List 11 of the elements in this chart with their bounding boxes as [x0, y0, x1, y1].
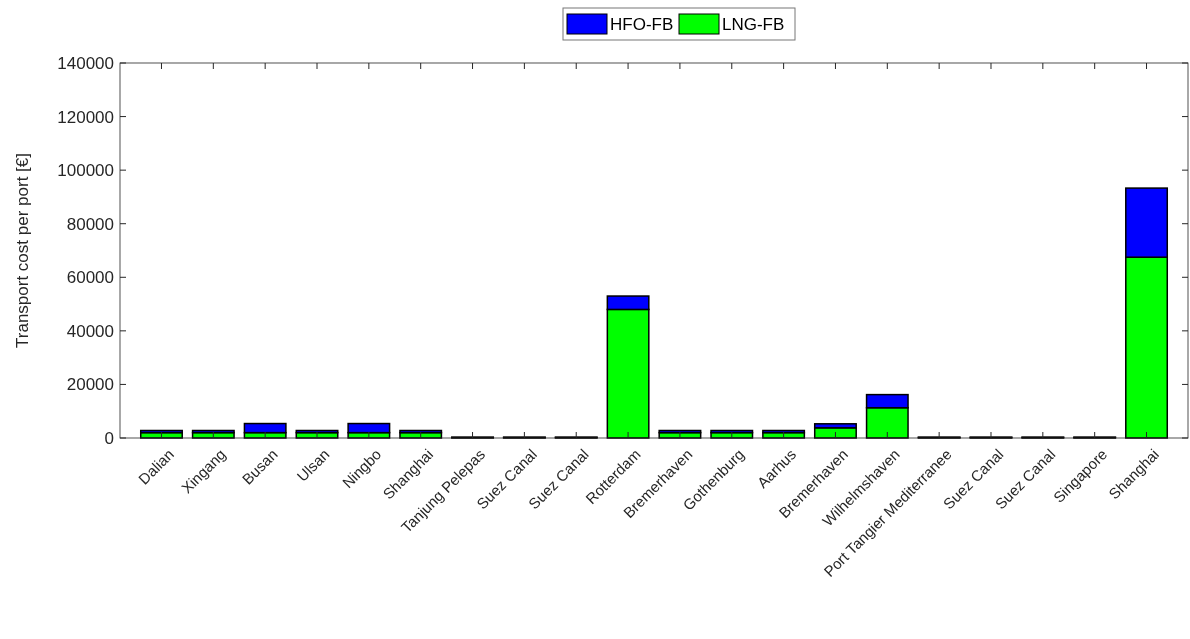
y-tick-label: 120000 — [57, 107, 114, 127]
y-tick-label: 100000 — [57, 161, 114, 181]
legend-label: HFO-FB — [610, 14, 674, 34]
y-axis-title: Transport cost per port [€] — [13, 153, 32, 348]
y-tick-label: 80000 — [66, 214, 114, 234]
y-tick-label: 140000 — [57, 53, 114, 73]
y-tick-label: 20000 — [66, 375, 114, 395]
y-tick-label: 60000 — [66, 268, 114, 288]
y-tick-label: 0 — [104, 428, 114, 448]
legend-label: LNG-FB — [722, 14, 785, 34]
y-tick-label: 40000 — [66, 321, 114, 341]
